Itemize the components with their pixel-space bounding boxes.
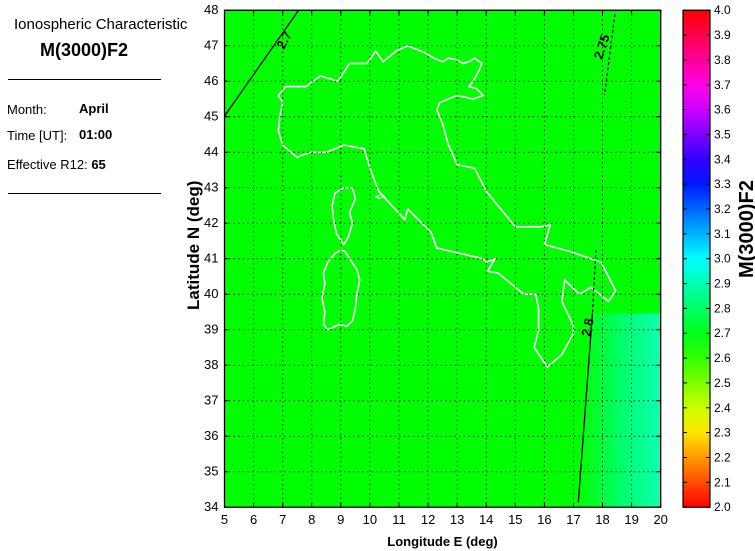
svg-text:12: 12 bbox=[421, 512, 435, 527]
svg-text:2.2: 2.2 bbox=[714, 451, 731, 465]
svg-text:34: 34 bbox=[204, 499, 218, 514]
svg-text:8: 8 bbox=[308, 512, 315, 527]
svg-text:20: 20 bbox=[653, 512, 667, 527]
svg-text:3.9: 3.9 bbox=[714, 28, 731, 42]
svg-text:3.4: 3.4 bbox=[714, 152, 731, 166]
svg-text:18: 18 bbox=[595, 512, 609, 527]
svg-text:2.8: 2.8 bbox=[714, 301, 731, 315]
svg-text:16: 16 bbox=[537, 512, 551, 527]
svg-text:3.2: 3.2 bbox=[714, 202, 731, 216]
svg-text:13: 13 bbox=[450, 512, 464, 527]
svg-text:42: 42 bbox=[204, 215, 218, 230]
svg-text:2.0: 2.0 bbox=[714, 500, 731, 514]
svg-text:45: 45 bbox=[204, 109, 218, 124]
svg-text:40: 40 bbox=[204, 286, 218, 301]
svg-text:47: 47 bbox=[204, 38, 218, 53]
svg-text:17: 17 bbox=[566, 512, 580, 527]
svg-text:39: 39 bbox=[204, 322, 218, 337]
svg-text:38: 38 bbox=[204, 357, 218, 372]
svg-text:10: 10 bbox=[363, 512, 377, 527]
svg-text:41: 41 bbox=[204, 251, 218, 266]
svg-text:46: 46 bbox=[204, 73, 218, 88]
svg-text:3.3: 3.3 bbox=[714, 177, 731, 191]
svg-text:3.6: 3.6 bbox=[714, 103, 731, 117]
svg-text:14: 14 bbox=[479, 512, 493, 527]
svg-text:3.7: 3.7 bbox=[714, 78, 731, 92]
svg-text:19: 19 bbox=[624, 512, 638, 527]
svg-text:2.4: 2.4 bbox=[714, 401, 731, 415]
svg-text:2.5: 2.5 bbox=[714, 376, 731, 390]
svg-text:6: 6 bbox=[250, 512, 257, 527]
svg-text:9: 9 bbox=[337, 512, 344, 527]
svg-text:2.6: 2.6 bbox=[714, 351, 731, 365]
svg-text:37: 37 bbox=[204, 393, 218, 408]
svg-text:3.0: 3.0 bbox=[714, 252, 731, 266]
svg-text:43: 43 bbox=[204, 180, 218, 195]
svg-text:2.9: 2.9 bbox=[714, 277, 731, 291]
svg-text:2.1: 2.1 bbox=[714, 475, 731, 489]
svg-text:3.1: 3.1 bbox=[714, 227, 731, 241]
svg-text:15: 15 bbox=[508, 512, 522, 527]
svg-text:4.0: 4.0 bbox=[714, 3, 731, 17]
svg-text:44: 44 bbox=[204, 144, 218, 159]
svg-text:11: 11 bbox=[392, 512, 406, 527]
svg-text:5: 5 bbox=[221, 512, 228, 527]
svg-text:3.8: 3.8 bbox=[714, 53, 731, 67]
svg-text:35: 35 bbox=[204, 464, 218, 479]
svg-text:3.5: 3.5 bbox=[714, 127, 731, 141]
svg-text:2.3: 2.3 bbox=[714, 426, 731, 440]
svg-text:48: 48 bbox=[204, 2, 218, 17]
svg-text:36: 36 bbox=[204, 428, 218, 443]
svg-text:7: 7 bbox=[279, 512, 286, 527]
svg-text:2.7: 2.7 bbox=[714, 326, 731, 340]
